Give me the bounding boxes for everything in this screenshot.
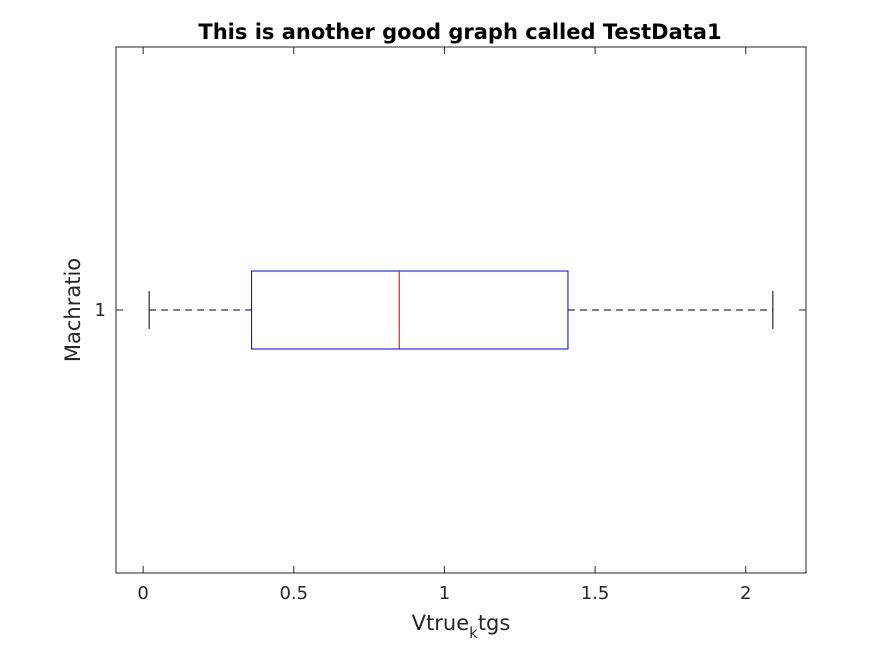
x-axis: 0 0.5 1 1.5 2: [137, 47, 751, 604]
x-tick-label: 0: [137, 583, 148, 604]
x-tick-label: 0.5: [279, 583, 308, 604]
y-axis: 1: [95, 300, 806, 321]
x-axis-label-suffix: tgs: [478, 611, 511, 635]
x-axis-label-subscript: k: [469, 624, 478, 642]
y-axis-label: Machratio: [61, 258, 85, 362]
y-tick-label: 1: [95, 300, 106, 321]
x-tick-label: 1: [439, 583, 450, 604]
x-tick-label: 1.5: [581, 583, 610, 604]
x-axis-label: Vtruektgs: [412, 611, 511, 642]
x-tick-label: 2: [740, 583, 751, 604]
box-iqr: [251, 270, 569, 350]
x-axis-label-main: Vtrue: [412, 611, 469, 635]
box-series: [148, 270, 774, 350]
chart-title: This is another good graph called TestDa…: [198, 20, 721, 44]
